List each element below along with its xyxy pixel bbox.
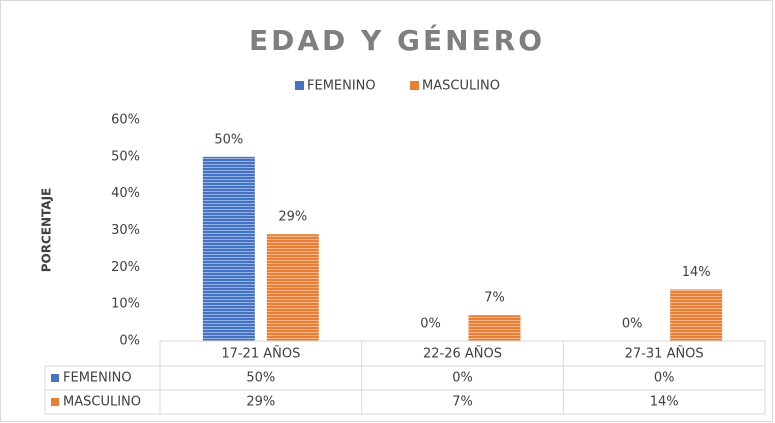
legend-swatch [295,81,304,90]
legend-label: FEMENINO [307,79,376,94]
data-label: 0% [420,317,441,332]
chart-title: EDAD Y GÉNERO [249,23,545,57]
y-tick-label: 10% [111,297,140,312]
table-legend-swatch [51,398,59,406]
table-cell: 7% [452,395,473,410]
table-row-label: MASCULINO [63,395,141,410]
x-tick-label: 17-21 AÑOS [221,346,300,362]
y-tick-label: 60% [111,113,140,128]
x-tick-label: 27-31 AÑOS [625,346,704,362]
bar [266,234,319,341]
table-cell: 50% [246,371,275,386]
bar [670,289,723,341]
bar [468,315,521,341]
table-cell: 14% [650,395,679,410]
data-label: 7% [484,291,505,306]
y-tick-label: 30% [111,223,140,238]
y-tick-label: 0% [119,334,140,349]
data-label: 29% [278,210,307,225]
table-row-label: FEMENINO [63,371,132,386]
x-tick-label: 22-26 AÑOS [423,346,502,362]
y-axis-label: PORCENTAJE [40,188,54,273]
y-tick-label: 20% [111,260,140,275]
data-label: 50% [214,132,243,147]
table-cell: 29% [246,395,275,410]
y-tick-label: 50% [111,149,140,164]
data-label: 0% [622,317,643,332]
table-legend-swatch [51,374,59,382]
y-tick-label: 40% [111,186,140,201]
legend-label: MASCULINO [422,79,500,94]
bar [202,156,255,341]
data-label: 14% [682,265,711,280]
legend-swatch [410,81,419,90]
table-cell: 0% [654,371,675,386]
table-cell: 0% [452,371,473,386]
